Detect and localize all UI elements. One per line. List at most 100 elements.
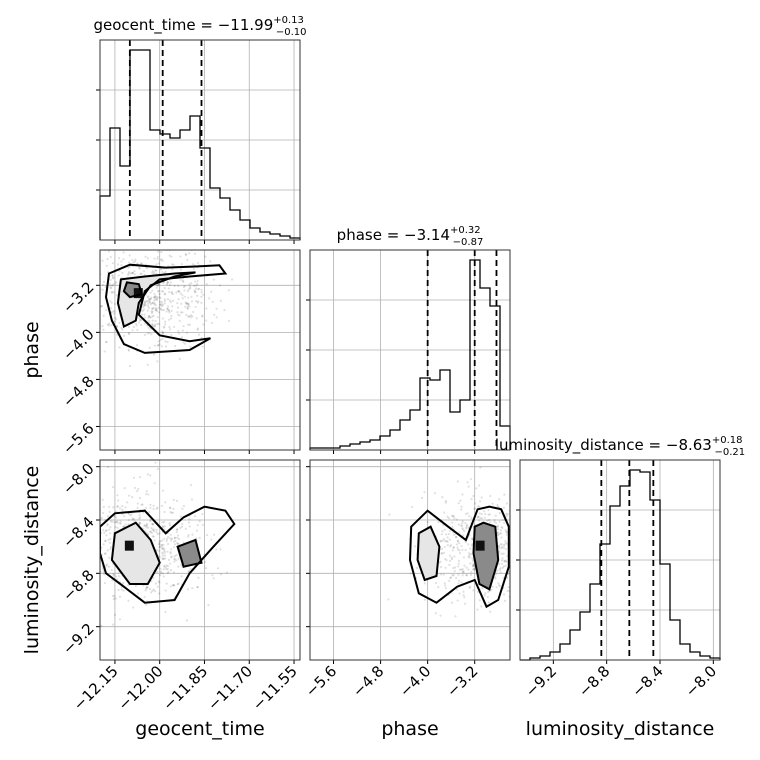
sample-point bbox=[163, 537, 166, 540]
sample-point bbox=[148, 321, 151, 324]
sample-point bbox=[516, 553, 518, 555]
sample-point bbox=[468, 556, 471, 559]
sample-point bbox=[106, 524, 109, 527]
sample-point bbox=[520, 573, 522, 575]
sample-point bbox=[154, 308, 157, 312]
sample-point bbox=[86, 277, 88, 279]
sample-point bbox=[184, 253, 188, 257]
sample-point bbox=[140, 262, 144, 265]
sample-point bbox=[154, 324, 157, 327]
sample-point bbox=[452, 515, 455, 518]
sample-point bbox=[465, 573, 468, 577]
sample-point bbox=[143, 524, 146, 527]
sample-point bbox=[197, 300, 200, 303]
sample-point bbox=[450, 556, 453, 559]
sample-point bbox=[175, 499, 179, 502]
sample-point bbox=[187, 315, 190, 318]
sample-point bbox=[87, 505, 89, 507]
sample-point bbox=[449, 576, 452, 580]
sample-point bbox=[149, 316, 152, 319]
sample-point bbox=[139, 319, 143, 322]
sample-point bbox=[147, 302, 150, 305]
sample-point bbox=[190, 281, 193, 285]
sample-point bbox=[91, 551, 93, 553]
sample-point bbox=[89, 533, 91, 535]
sample-point bbox=[102, 511, 105, 515]
sample-point bbox=[122, 245, 124, 247]
sample-point bbox=[501, 518, 504, 522]
sample-point bbox=[210, 538, 213, 541]
sample-point bbox=[461, 568, 464, 571]
sample-point bbox=[84, 496, 86, 498]
sample-point bbox=[511, 550, 513, 552]
sample-point bbox=[440, 533, 443, 536]
sample-point bbox=[464, 602, 467, 605]
sample-point bbox=[155, 298, 159, 301]
sample-point bbox=[129, 514, 132, 517]
sample-point bbox=[169, 552, 172, 555]
sample-point bbox=[168, 254, 171, 257]
sample-point bbox=[506, 589, 509, 593]
sample-point bbox=[176, 536, 179, 539]
sample-point bbox=[161, 551, 164, 554]
sample-point bbox=[514, 546, 516, 548]
sample-point bbox=[114, 316, 117, 319]
sample-point bbox=[201, 314, 204, 317]
sample-point bbox=[122, 246, 124, 248]
sample-point bbox=[179, 311, 183, 314]
sample-point bbox=[148, 588, 152, 591]
sample-point bbox=[155, 296, 158, 299]
sample-point bbox=[479, 516, 482, 520]
sample-point bbox=[491, 585, 494, 588]
sample-point bbox=[176, 528, 179, 531]
contour-1 bbox=[116, 271, 196, 328]
sample-point bbox=[437, 520, 440, 524]
sample-point bbox=[458, 549, 461, 552]
sample-point bbox=[514, 573, 516, 575]
sample-point bbox=[487, 601, 490, 604]
sample-point bbox=[205, 307, 208, 310]
sample-point bbox=[441, 552, 444, 555]
contour-0 bbox=[104, 263, 228, 354]
sample-point bbox=[516, 570, 518, 572]
sample-point bbox=[184, 252, 187, 256]
sample-point bbox=[540, 544, 542, 546]
sample-point bbox=[160, 302, 163, 305]
sample-point bbox=[159, 571, 163, 574]
sample-point bbox=[149, 506, 152, 509]
sample-point bbox=[443, 545, 446, 549]
sample-point bbox=[532, 528, 534, 530]
sample-point bbox=[504, 559, 507, 562]
sample-point bbox=[127, 272, 130, 275]
sample-point bbox=[198, 536, 201, 539]
sample-point bbox=[444, 533, 448, 536]
sample-point bbox=[162, 308, 165, 312]
sample-point bbox=[138, 321, 141, 324]
sample-point bbox=[473, 507, 476, 511]
sample-point bbox=[160, 345, 164, 348]
sample-point bbox=[480, 605, 483, 608]
sample-point bbox=[156, 360, 159, 363]
sample-point bbox=[481, 587, 484, 590]
sample-point bbox=[112, 276, 115, 279]
sample-point bbox=[542, 549, 544, 551]
sample-point bbox=[441, 530, 444, 533]
sample-point bbox=[194, 280, 197, 283]
sample-point bbox=[94, 534, 96, 536]
sample-point bbox=[183, 285, 186, 288]
sample-point bbox=[496, 531, 500, 534]
sample-point bbox=[161, 525, 164, 528]
sample-point bbox=[491, 502, 494, 505]
sample-point bbox=[151, 307, 154, 310]
sample-point bbox=[32, 249, 34, 251]
sample-point bbox=[504, 529, 507, 532]
x-tick-label-geocent_time: −11.85 bbox=[159, 662, 211, 714]
sample-point bbox=[450, 544, 453, 547]
sample-point bbox=[169, 506, 172, 509]
sample-point bbox=[505, 560, 508, 563]
sample-point bbox=[487, 513, 490, 516]
contour-0 bbox=[100, 505, 236, 604]
sample-point bbox=[476, 516, 479, 519]
sample-point bbox=[514, 521, 516, 523]
sample-point bbox=[173, 558, 177, 561]
